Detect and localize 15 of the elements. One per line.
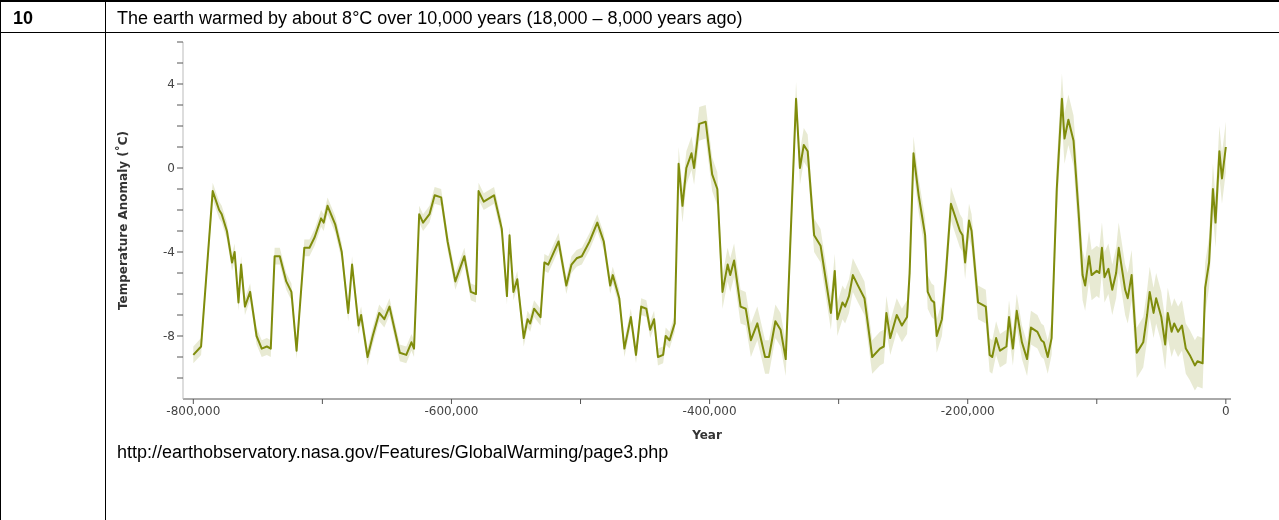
y-tick-label: 0 — [167, 161, 175, 176]
x-tick-label: -800,000 — [166, 403, 221, 418]
x-tick-label: 0 — [1222, 403, 1230, 418]
x-axis-title: Year — [691, 428, 722, 442]
y-tick-label: -8 — [163, 329, 175, 344]
y-axis-title: Temperature Anomaly (˚C) — [115, 130, 131, 311]
text: http://earthobservatory.nasa.gov/Features/GlobalWarming/page3.php — [117, 442, 669, 463]
x-tick-label: -600,000 — [424, 403, 479, 418]
x-tick-label: -400,000 — [682, 403, 737, 418]
chart-title: The earth warmed by about 8°C over 10,000 years (18,000 – 8,000 years ago) — [117, 8, 743, 29]
text: 10 — [13, 8, 34, 29]
y-tick-label: -4 — [163, 245, 175, 260]
y-tick-label: 4 — [167, 77, 175, 92]
x-tick-label: -200,000 — [940, 403, 995, 418]
line-series — [192, 97, 1227, 367]
